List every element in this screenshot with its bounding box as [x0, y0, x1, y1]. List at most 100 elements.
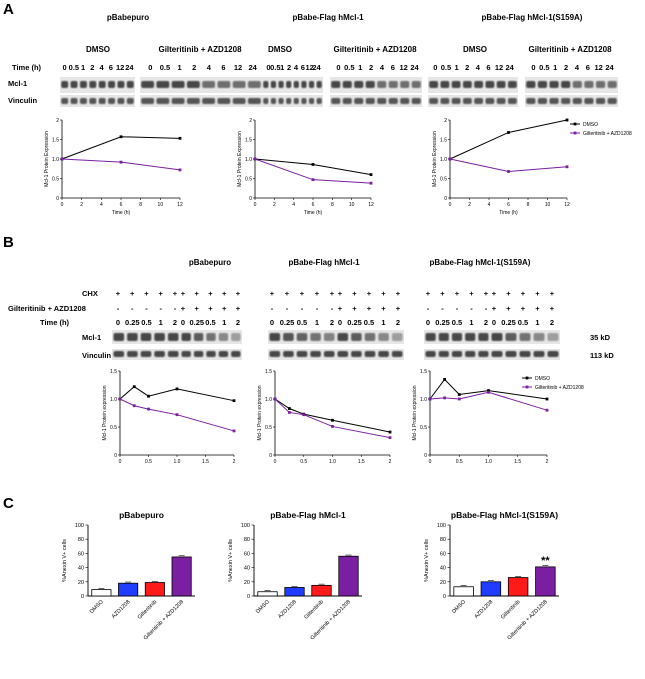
series-line [274, 398, 391, 439]
blot-a-time-tick: 24 [312, 63, 321, 72]
blot-a-band [584, 98, 594, 104]
blot-a-band [485, 98, 495, 104]
blot-a-band [388, 98, 398, 104]
x-tick-label: 12 [177, 202, 183, 208]
blot-b-band [351, 351, 362, 357]
blot-a-membrane [140, 95, 262, 107]
y-tick-label: 0 [269, 453, 272, 459]
series-line [449, 119, 568, 160]
x-tick-label: 1.5 [514, 459, 521, 465]
blot-b-chx-sign: + [270, 289, 275, 298]
data-point [253, 157, 257, 161]
blot-b-chx-sign: + [300, 289, 305, 298]
blot-a-membrane [330, 95, 422, 107]
blot-a-band [342, 81, 352, 88]
blot-a-band [79, 98, 87, 104]
blot-a-band [354, 98, 364, 104]
blot-b-band [364, 351, 376, 357]
blot-b-group-1: pBabepuro [189, 258, 231, 267]
blot-a-time-tick: 6 [221, 63, 225, 72]
blot-a-band [572, 81, 582, 88]
blot-a-band [117, 98, 125, 104]
blot-a-band [263, 81, 269, 88]
blot-b-band [337, 333, 349, 341]
blot-a-time-tick: 6 [486, 63, 490, 72]
blot-b-band [491, 333, 503, 341]
blot-a-band [377, 81, 387, 88]
blot-a-time-tick: 1 [454, 63, 458, 72]
x-tick-label: 10 [349, 202, 355, 208]
panel-label-a: A [3, 1, 14, 18]
series-line [61, 158, 181, 171]
blot-b-row-mcl1: Mcl-1 [82, 333, 101, 342]
blot-b-band [269, 333, 281, 341]
y-tick-label: 0 [247, 594, 250, 600]
data-point [507, 170, 510, 173]
x-category-label: Gilteritinib [303, 599, 325, 621]
blot-b-band [140, 351, 152, 357]
data-point [388, 430, 392, 434]
blot-a-band [293, 98, 299, 104]
y-tick-label: 1.0 [265, 397, 272, 403]
blot-b-drug-sign: + [492, 304, 497, 313]
blot-b-band [323, 351, 335, 357]
y-tick-label: 0 [444, 196, 447, 202]
blot-b-chx-sign: + [352, 289, 357, 298]
blot-b-band [391, 351, 403, 357]
x-tick-label: 0.5 [456, 459, 463, 465]
y-tick-label: 0 [443, 594, 446, 600]
blot-b-band [505, 333, 517, 341]
blot-a-time-tick: 24 [605, 63, 614, 72]
blot-a-band [61, 98, 69, 104]
blot-a-band [278, 98, 284, 104]
y-tick-label: 0.5 [265, 425, 272, 431]
blot-a-time-tick: 0 [336, 63, 340, 72]
blot-b-chx-sign: + [159, 289, 164, 298]
x-category-label: DMSO [451, 599, 467, 615]
blot-b-time-tick: 2 [236, 318, 240, 327]
blot-b-drug-sign: - [131, 304, 134, 313]
chart-title: pBabepuro [119, 510, 164, 520]
blot-a-membrane [262, 95, 323, 107]
blot-a-time-tick: 0 [148, 63, 152, 72]
data-point [232, 399, 236, 403]
blot-a-band [561, 81, 571, 88]
blot-b-drug-sign: + [222, 304, 227, 313]
y-tick-label: 1.0 [52, 157, 59, 163]
y-tick-label: 1.0 [420, 397, 427, 403]
blot-a-band [293, 81, 299, 88]
y-axis-label: %Anexin V+ cells [62, 539, 68, 582]
blot-b-band [533, 351, 545, 357]
bar [480, 581, 502, 597]
blot-a-band [202, 98, 216, 104]
blot-a-membrane [428, 95, 518, 107]
x-tick-label: 4 [292, 202, 295, 208]
blot-a-band [537, 81, 548, 88]
data-point [287, 411, 291, 414]
y-axis-label: %Anexin V+ cells [424, 539, 430, 582]
y-tick-label: 60 [440, 551, 446, 557]
blot-b-drug-sign: - [286, 304, 289, 313]
y-tick-label: 0 [81, 594, 84, 600]
blot-a-band [141, 81, 155, 88]
blot-b-band [231, 351, 241, 357]
blot-a-membrane [60, 95, 135, 107]
x-tick-label: 8 [139, 202, 142, 208]
blot-b-time-tick: 0 [492, 318, 496, 327]
blot-a-band [377, 98, 387, 104]
blot-b-time-tick: 2 [484, 318, 488, 327]
blot-b-time-tick: 0.25 [280, 318, 295, 327]
blot-a-band [171, 98, 185, 104]
x-tick-label: 12 [564, 202, 570, 208]
blot-a-time-tick: 4 [294, 63, 299, 72]
blot-b-time-tick: 2 [550, 318, 554, 327]
blot-a-band [98, 98, 106, 104]
blot-b-chx-sign: + [535, 289, 540, 298]
blot-a-band [301, 98, 307, 104]
blot-a-band [89, 81, 97, 88]
x-category-label: AZD1208 [111, 599, 132, 620]
bar [118, 582, 139, 597]
blot-a-time-tick: 12 [595, 63, 603, 72]
blot-b-drug-sign: + [236, 304, 241, 313]
blot-b-band [310, 351, 321, 357]
